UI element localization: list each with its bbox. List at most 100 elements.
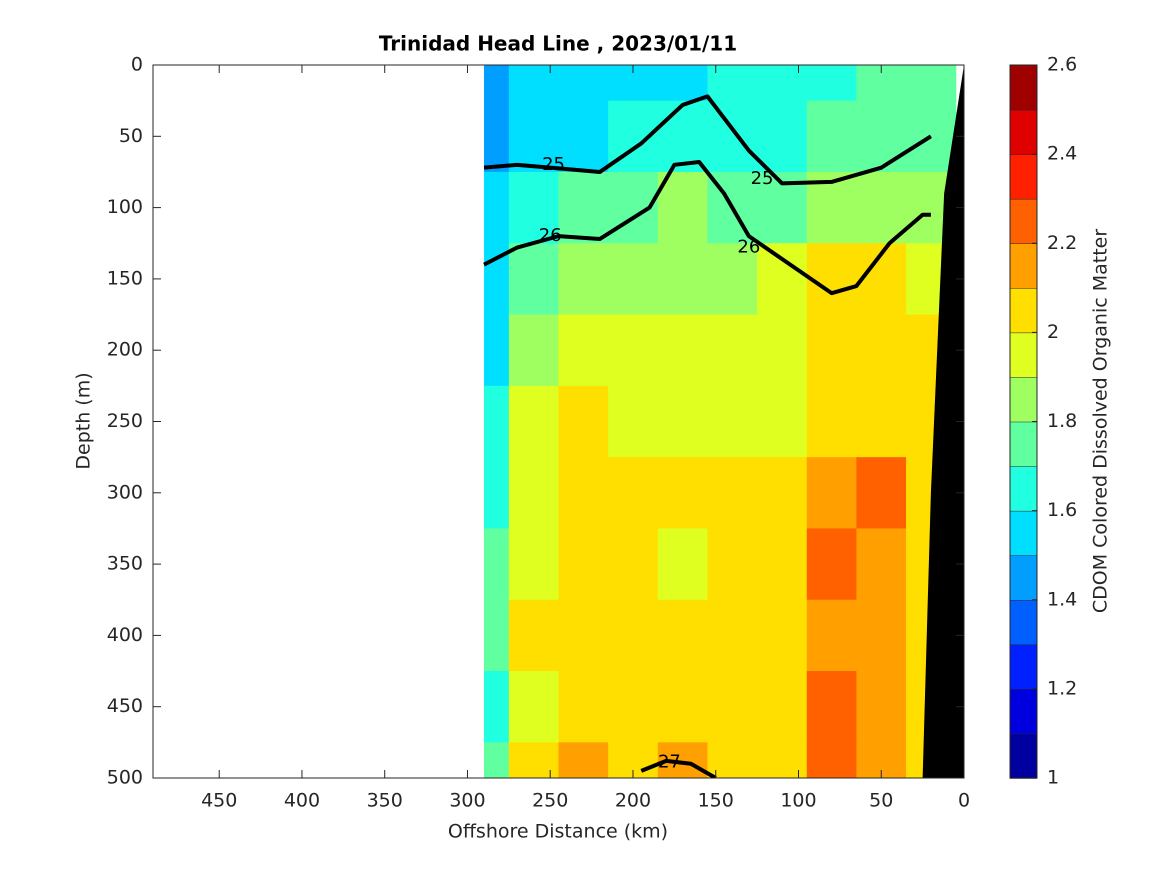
field-cell	[558, 742, 609, 778]
x-tick-label: 50	[869, 790, 893, 812]
field-cell	[484, 65, 510, 102]
field-cell	[558, 243, 609, 316]
contour-label: 27	[658, 751, 681, 772]
field-cell	[657, 599, 709, 672]
colorbar-tick-label: 1.4	[1047, 588, 1077, 610]
field-cell	[608, 671, 659, 743]
y-tick-label: 450	[107, 695, 143, 717]
field-cell	[806, 385, 858, 458]
field-cell	[657, 243, 709, 316]
field-cell	[558, 457, 609, 530]
field-cell	[707, 243, 758, 316]
contour-label: 25	[751, 168, 774, 189]
field-cell	[558, 385, 609, 458]
field-cell	[707, 528, 758, 601]
contour-line	[640, 758, 717, 778]
field-cell	[558, 314, 609, 387]
field-cell	[508, 599, 560, 672]
field-cell	[806, 457, 858, 530]
field-cell	[757, 671, 808, 743]
field-cell	[608, 528, 659, 601]
field-cell	[484, 100, 510, 173]
field-cell	[558, 171, 609, 244]
colorbar-tick-label: 1.6	[1047, 499, 1077, 521]
colorbar-bin	[1009, 243, 1038, 289]
x-tick-label: 350	[367, 790, 403, 812]
colorbar-label: CDOM Colored Dissolved Organic Matter	[1090, 229, 1112, 613]
field-cell	[608, 599, 659, 672]
colorbar-tick-label: 2.2	[1047, 232, 1077, 254]
colorbar-bin	[1009, 599, 1038, 646]
field-cell	[757, 385, 808, 458]
field-cell	[906, 65, 957, 102]
field-cell	[558, 671, 609, 743]
field-cell	[757, 599, 808, 672]
field-cell	[558, 100, 609, 173]
field-cell	[707, 100, 758, 173]
field-cell	[508, 100, 560, 173]
x-tick-label: 300	[449, 790, 485, 812]
contour-line	[483, 159, 931, 296]
field-cell	[484, 385, 510, 458]
field-cell	[508, 243, 560, 316]
field-cell	[608, 314, 659, 387]
field-cell	[707, 671, 758, 743]
x-tick-label: 0	[958, 790, 970, 812]
y-tick-label: 350	[107, 553, 143, 575]
colorbar-bin	[1009, 198, 1038, 244]
x-tick-label: 100	[780, 790, 816, 812]
field-cell	[856, 171, 907, 244]
x-tick-label: 200	[615, 790, 651, 812]
x-tick-label: 150	[698, 790, 734, 812]
colorbar-bin	[1009, 332, 1038, 378]
colorbar-bin	[1009, 554, 1038, 601]
field-cell	[608, 243, 659, 316]
field	[484, 65, 957, 778]
field-cell	[806, 599, 858, 672]
colorbar-bin	[1009, 644, 1038, 690]
field-cell	[508, 171, 560, 244]
y-tick-label: 250	[107, 410, 143, 432]
field-cell	[856, 100, 907, 173]
field-cell	[558, 65, 609, 102]
colorbar-tick-label: 2.6	[1047, 54, 1077, 76]
y-tick-label: 0	[131, 54, 143, 76]
colorbar-bin	[1009, 733, 1038, 779]
y-tick-label: 150	[107, 267, 143, 289]
y-axis-label: Depth (m)	[73, 372, 95, 469]
x-tick-label: 400	[284, 790, 320, 812]
field-cell	[484, 742, 510, 778]
contour-label: 26	[737, 237, 760, 258]
colorbar-bin	[1009, 465, 1038, 512]
field-cell	[657, 314, 709, 387]
field-cell	[508, 528, 560, 601]
colorbar-bin	[1009, 109, 1038, 155]
colorbar-tick-label: 1.2	[1047, 677, 1077, 699]
y-tick-label: 50	[119, 125, 143, 147]
field-cell	[856, 671, 907, 743]
x-axis-label: Offshore Distance (km)	[448, 821, 668, 843]
field-cell	[757, 243, 808, 316]
field-cell	[484, 171, 510, 244]
field-cell	[806, 528, 858, 601]
colorbar-tick-label: 2.4	[1047, 143, 1077, 165]
field-cell	[856, 528, 907, 601]
field-cell	[657, 171, 709, 244]
y-tick-label: 500	[107, 767, 143, 789]
field-cell	[657, 385, 709, 458]
field-cell	[657, 65, 709, 102]
field-cell	[806, 742, 858, 778]
field-cell	[484, 528, 510, 601]
field-cell	[856, 457, 907, 530]
y-tick-label: 200	[107, 339, 143, 361]
field-cell	[806, 100, 858, 173]
contours: 25 25 26 26 27	[483, 65, 964, 778]
y-tick-label: 400	[107, 624, 143, 646]
field-cell	[806, 65, 858, 102]
field-cell	[484, 314, 510, 387]
field-cell	[484, 671, 510, 743]
bathymetry	[922, 65, 964, 778]
field-cell	[508, 314, 560, 387]
colorbar-bin	[1009, 64, 1038, 111]
